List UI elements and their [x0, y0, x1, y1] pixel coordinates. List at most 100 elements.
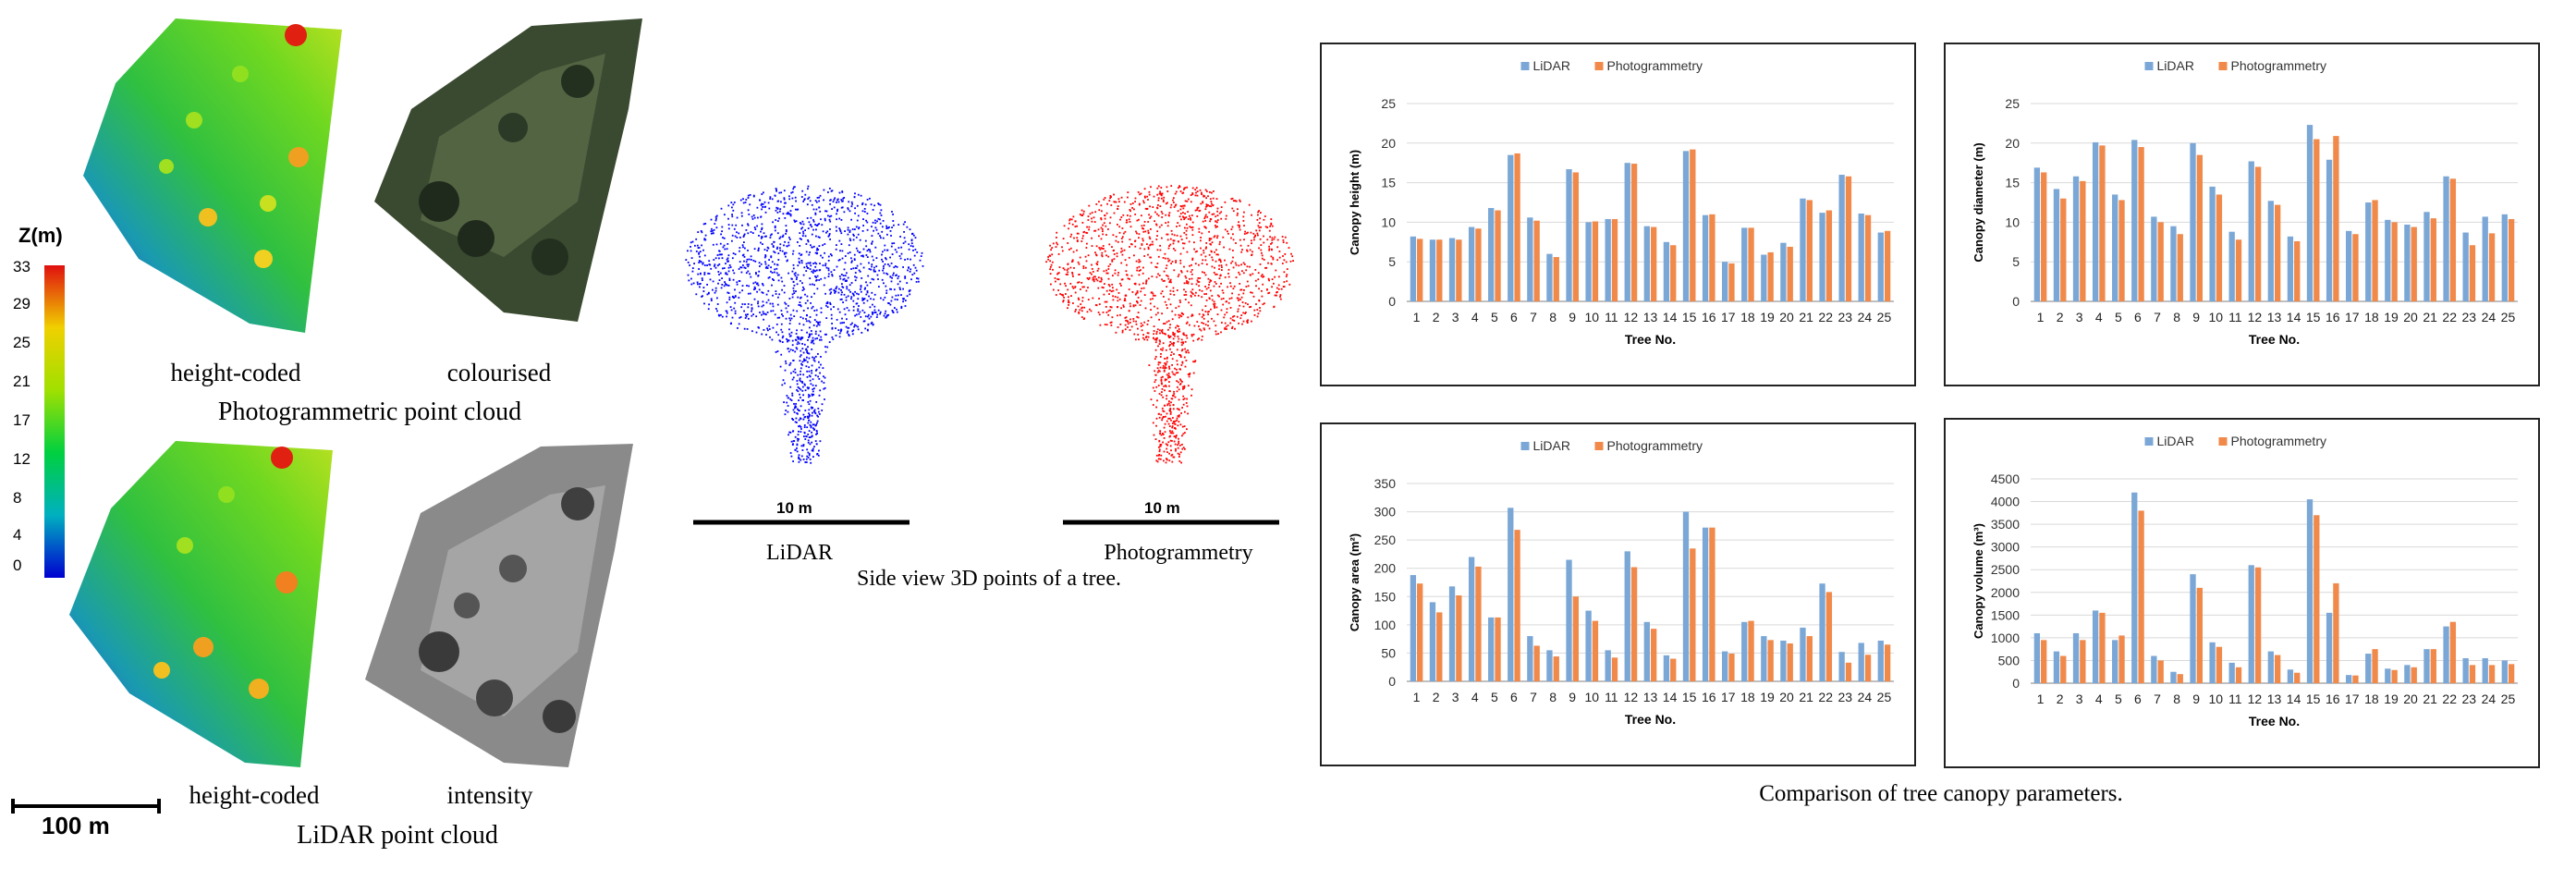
x-tick-label: 21	[2423, 310, 2437, 324]
lidar-caption-right: intensity	[446, 781, 533, 809]
x-tick-label: 24	[2482, 692, 2497, 706]
legend-swatch-photogrammetry	[2218, 62, 2228, 70]
bar-photogrammetry	[2488, 233, 2496, 301]
bar-photogrammetry	[2508, 218, 2515, 301]
x-tick-label: 24	[1858, 690, 1873, 704]
y-axis-title: Canopy diameter (m)	[1972, 142, 1985, 262]
bar-photogrammetry	[2372, 200, 2378, 301]
x-tick-label: 16	[1702, 690, 1716, 704]
bar-photogrammetry	[2041, 640, 2047, 683]
bar-photogrammetry	[1417, 239, 1423, 301]
y-tick-label: 50	[1381, 645, 1396, 660]
bar-photogrammetry	[1436, 239, 1443, 301]
bar-photogrammetry	[1690, 548, 1696, 681]
bar-lidar	[1682, 151, 1690, 301]
legend-swatch-photogrammetry	[1594, 442, 1604, 450]
colorbar	[44, 265, 65, 578]
y-tick-label: 200	[1374, 561, 1397, 576]
bar-lidar	[1702, 214, 1709, 301]
x-tick-label: 23	[1838, 690, 1853, 704]
x-tick-label: 23	[2462, 692, 2477, 706]
bar-photogrammetry	[1787, 643, 1793, 681]
bar-lidar	[1858, 643, 1864, 681]
lidar-height-coded-image	[69, 441, 333, 767]
bar-photogrammetry	[2411, 667, 2417, 683]
bar-photogrammetry	[1553, 656, 1559, 681]
bar-lidar	[2385, 668, 2391, 683]
y-tick-label: 100	[1374, 618, 1397, 632]
bar-lidar	[1838, 652, 1845, 681]
bar-photogrammetry	[1884, 230, 1891, 301]
colorbar-tick: 21	[13, 373, 31, 390]
bar-lidar	[2346, 230, 2352, 301]
bar-photogrammetry	[2080, 640, 2086, 683]
bar-photogrammetry	[2294, 240, 2301, 301]
x-tick-label: 6	[1510, 690, 1518, 704]
bar-lidar	[1448, 238, 1456, 301]
x-tick-label: 3	[1452, 310, 1459, 324]
bar-photogrammetry	[2430, 649, 2436, 683]
bar-lidar	[2306, 125, 2314, 301]
bar-photogrammetry	[2391, 222, 2398, 301]
y-tick-label: 0	[1388, 674, 1396, 689]
bar-photogrammetry	[2314, 139, 2320, 301]
x-tick-label: 20	[2403, 692, 2418, 706]
bar-lidar	[2267, 651, 2274, 683]
bar-photogrammetry	[1806, 636, 1813, 681]
x-tick-label: 6	[2134, 692, 2142, 706]
bar-photogrammetry	[2333, 582, 2339, 683]
x-tick-label: 7	[2154, 692, 2161, 706]
x-tick-label: 12	[1624, 690, 1639, 704]
bar-lidar	[1722, 651, 1728, 681]
bar-lidar	[2112, 194, 2118, 301]
colorbar-title: Z(m)	[18, 224, 63, 247]
bar-photogrammetry	[1553, 257, 1559, 301]
bar-lidar	[1702, 527, 1709, 681]
bar-lidar	[1838, 175, 1845, 301]
x-axis-title: Tree No.	[1625, 712, 1676, 727]
bar-lidar	[1663, 655, 1670, 681]
x-tick-label: 15	[1682, 310, 1697, 324]
x-tick-label: 9	[2192, 310, 2200, 324]
bar-lidar	[2501, 214, 2508, 301]
x-tick-label: 22	[2442, 692, 2457, 706]
x-tick-label: 9	[1569, 690, 1576, 704]
x-tick-label: 18	[1740, 690, 1755, 704]
bar-photogrammetry	[2177, 234, 2183, 301]
bar-photogrammetry	[1690, 149, 1696, 301]
bar-photogrammetry	[2157, 660, 2164, 683]
x-tick-label: 12	[2248, 692, 2263, 706]
right-caption: Comparison of tree canopy parameters.	[1759, 781, 2123, 806]
y-tick-label: 10	[1381, 214, 1396, 229]
colorbar-tick: 25	[13, 334, 31, 351]
bar-lidar	[1448, 586, 1456, 681]
x-tick-label: 7	[1530, 310, 1537, 324]
x-axis-title: Tree No.	[2249, 332, 2300, 347]
bar-photogrammetry	[1514, 153, 1520, 301]
x-tick-label: 25	[1877, 310, 1892, 324]
bar-lidar	[2404, 224, 2411, 301]
x-tick-label: 5	[1491, 690, 1498, 704]
bar-lidar	[1858, 213, 1864, 301]
tree-points-group	[685, 185, 924, 464]
bar-photogrammetry	[2235, 667, 2242, 683]
bar-photogrammetry	[2157, 222, 2164, 301]
x-tick-label: 25	[1877, 690, 1892, 704]
bar-lidar	[2209, 186, 2216, 301]
legend-swatch-lidar	[1520, 442, 1530, 450]
scale-label: 100 m	[42, 812, 110, 839]
bar-photogrammetry	[1787, 246, 1793, 301]
bar-lidar	[2131, 140, 2138, 301]
x-tick-label: 8	[2173, 310, 2180, 324]
x-tick-label: 10	[2208, 310, 2223, 324]
bar-photogrammetry	[1592, 620, 1599, 681]
x-tick-label: 4	[2095, 692, 2103, 706]
y-tick-label: 3500	[1991, 517, 2020, 532]
bar-photogrammetry	[2041, 172, 2047, 301]
bar-photogrammetry	[1533, 220, 1540, 301]
x-tick-label: 3	[2076, 310, 2083, 324]
bar-photogrammetry	[1748, 227, 1754, 301]
bar-lidar	[1605, 650, 1611, 681]
bar-lidar	[1643, 226, 1650, 301]
bar-photogrammetry	[1514, 530, 1520, 681]
